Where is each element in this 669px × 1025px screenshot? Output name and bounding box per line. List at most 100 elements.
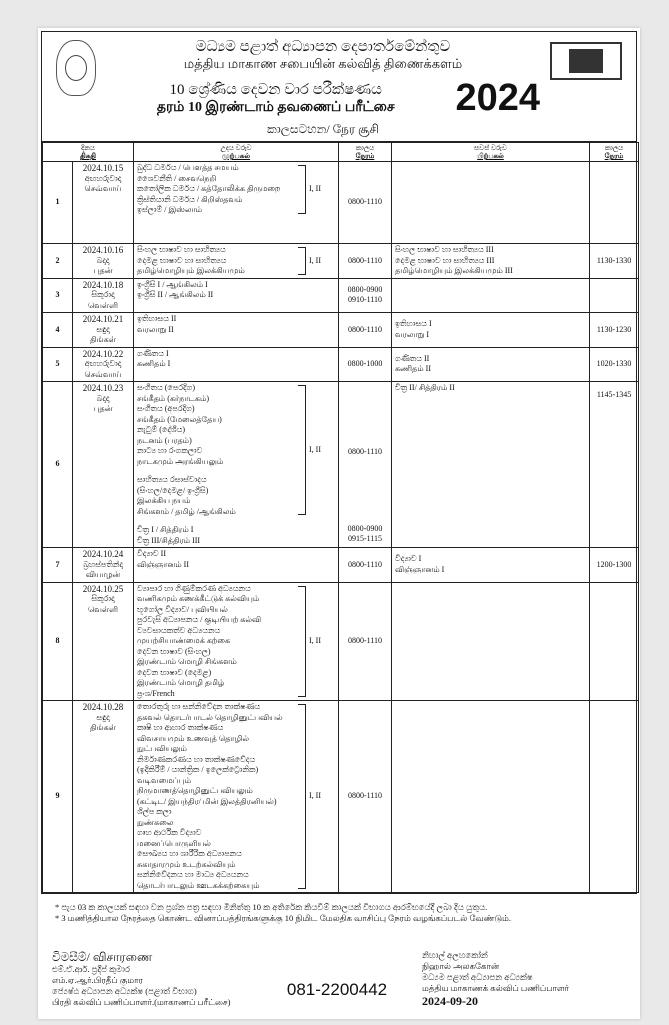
subject-line: ගෘහ ආර්ථික විද්‍යාව <box>137 828 202 837</box>
table-row: 5 2024.10.22 අඟහරුවාදා செவ்வாய் ගණිතය I கணி… <box>42 346 640 382</box>
timetable-subtitle: කාලසටහන/ நேர சூசி <box>267 122 379 136</box>
table-row: 3 2024.10.18 සිකුරාදා வெள்ளி ඉංග්‍රීසි I /… <box>42 277 640 313</box>
time-range: 0800-0900 <box>347 523 383 533</box>
morning-time: 0800-1110 0800-0900 0915-1115 <box>338 381 393 548</box>
exam-date: 2024.10.28 සඳුදා திங்கள் <box>71 700 135 893</box>
exam-date: 2024.10.23 බදාදා புதன் <box>71 381 135 548</box>
date-value: 2024.10.24 <box>82 549 124 559</box>
morning-time: 0800-1000 <box>338 346 393 382</box>
subject-line: ප්‍රංශ/French <box>137 688 175 698</box>
paper-numbers: I, II <box>309 444 322 454</box>
morning-time: 0800-1110 <box>338 243 393 279</box>
subject-line: கணிதம் I <box>137 359 171 368</box>
date-value: 2024.10.21 <box>82 314 124 324</box>
afternoon-time <box>589 277 640 313</box>
subject-line: ගණිතය I <box>137 348 169 358</box>
table-header-row: දිනය திகதி උදය වරුව முற்பகல் කාලය நேரம் සවස… <box>41 142 640 162</box>
date-value: 2024.10.23 <box>82 383 124 393</box>
subject-line: සෞඛ්‍යය හා ශාරීරික අධ්‍යාපනය <box>137 849 242 858</box>
subject-line: චිත්‍ර I / சித்திரம் I <box>137 525 194 534</box>
column-header-date: දිනය திகதி <box>41 142 135 162</box>
timetable-frame: මධ්‍යම පළාත් අධ්‍යාපන දෙපාර්තමේන්තුව மத்… <box>41 31 640 894</box>
signatory-block: නිහාල් අලහකෝන් நிஹால் அலககோன் මධ්‍යම පළා… <box>422 950 630 1009</box>
column-header-afternoon-time: කාලය நேரம் <box>589 142 640 162</box>
subject-line: தகவல் தொடர்பாடல் தொழினுட்பவியல் <box>137 712 283 722</box>
provincial-flag-logo <box>550 42 622 80</box>
subject-line: දෙවන භාෂාව (සිංහල) <box>137 646 211 656</box>
subject-line: சங்கீதம் (மேலைத்தேய) <box>137 414 222 424</box>
signatory-line: නිහාල් අලහකෝන් <box>422 950 488 960</box>
table-row: 6 2024.10.23 බදාදා புதன் සංගීතය (පෙරදිග) சங… <box>42 381 640 548</box>
subject-line: நுண்கலை <box>137 817 174 827</box>
subject-line: விவசாயமும் உணவுத் தொழில் நுட்பவியலும் <box>137 733 249 754</box>
subject-line: සිංහල භාෂාව හා සාහිත්‍යය III <box>395 245 494 254</box>
subject-line: සන්නිවේදනය හා මාධ්‍ය අධ්‍යයනය <box>137 870 249 879</box>
morning-time: 0800-1110 <box>338 700 393 893</box>
subject-line: விஞ்ஞானம் I <box>395 564 445 574</box>
subject-group: ව්‍යාපාර හා ගිණුම්කරණ අධ්‍යයනය வணிகமும் க… <box>137 584 335 700</box>
exam-date: 2024.10.15 අඟහරුවාදා செவ்வாய் <box>71 161 135 244</box>
inquiries-block: විමසීම්/ விசாரணை එම්.ඒ.ආර්. ප්‍රදීප් කුම… <box>52 950 252 1008</box>
time-range: 0910-1110 <box>347 295 383 305</box>
afternoon-subjects <box>391 700 591 893</box>
date-value: 2024.10.16 <box>82 245 124 255</box>
subject-line: தமிழ்மொழியும் இலக்கியமும் <box>137 266 245 275</box>
issue-date: 2024-09-20 <box>422 994 478 1008</box>
subject-line: බුද්ධ ධර්මය / பௌத்த சமயம் <box>137 163 239 172</box>
exam-title-sinhala: 10 ශ්‍රේණිය දෙවන වාර පරීක්ෂණය <box>169 81 382 98</box>
row-number: 8 <box>42 581 73 701</box>
subject-line: விஞ்ஞானம் II <box>137 559 190 569</box>
time-range: 0800-1110 <box>347 559 383 569</box>
subject-line: චිත්‍ර II/ சித்திரம் II <box>395 383 455 392</box>
row-number: 9 <box>42 700 73 893</box>
subject-line: චිත්‍ර III/சித்திரம் III <box>137 535 201 545</box>
subject-line: නාට්‍ය හා රංගකලාව <box>137 446 203 455</box>
row-number: 2 <box>42 243 73 279</box>
exam-date: 2024.10.21 සඳුදා திங்கள் <box>71 312 135 348</box>
afternoon-subjects: ඉතිහාසය I வரலாறு I <box>391 312 591 348</box>
afternoon-subjects: ගණිතය II கணிதம் II <box>391 346 591 382</box>
footer: විමසීම්/ விசாரணை එම්.ඒ.ආර්. ප්‍රදීප් කුම… <box>52 950 630 1009</box>
time-range: 0800-1110 <box>347 255 383 265</box>
time-range: 0800-1110 <box>347 447 383 456</box>
row-number: 1 <box>42 161 73 244</box>
subject-line: භූගෝල විද්‍යාව/ புவியியல் <box>137 604 228 614</box>
signatory-line: மத்திய மாகாணக் கல்விப் பணிப்பாளர் <box>422 983 570 993</box>
subject-line: ඉංග්‍රීසි II / ஆங்கிலம் II <box>137 290 214 299</box>
afternoon-time: 1020-1330 <box>589 346 640 382</box>
subject-list: තොරතුරු හා සන්නිවේදන තාක්ෂණය தகவல் தொடர்ப… <box>137 702 298 891</box>
afternoon-subjects: සිංහල භාෂාව හා සාහිත්‍යය III දෙමළ භාෂාව හ… <box>391 243 591 279</box>
subject-group: සිංහල භාෂාව හා සාහිත්‍යය දෙමළ භාෂාව හා සා… <box>137 245 335 277</box>
afternoon-subjects: චිත්‍ර II/ சித்திரம் II <box>391 381 591 548</box>
afternoon-time <box>589 161 640 244</box>
exam-date: 2024.10.24 බ්‍රහස්පතින්දා வியாழன் <box>71 547 135 583</box>
subject-line: நாடகமும் அரங்கியலும் <box>137 456 224 466</box>
weekday-tamil: வெள்ளி <box>88 604 118 614</box>
date-value: 2024.10.18 <box>82 279 124 290</box>
weekday-sinhala: බදාදා <box>96 393 110 403</box>
subject-line: இரண்டாம் மொழி தமிழ் <box>137 678 225 687</box>
paper-numbers: I, II <box>309 636 322 645</box>
subject-line: ශිල්ප කලා <box>137 807 172 816</box>
row-number: 7 <box>42 547 73 583</box>
spacer <box>137 517 335 525</box>
spacer <box>137 467 298 475</box>
exam-title-block: 10 ශ්‍රේණිය දෙවන වාර පරීක්ෂණය தரம் 10 இர… <box>106 78 540 118</box>
subject-line: சங்கீதம் (கர்நாடகம்) <box>137 393 210 403</box>
subject-list: සංගීතය (පෙරදිග) சங்கீதம் (கர்நாடகம்) සංගීත… <box>137 383 298 517</box>
subject-list: ව්‍යාපාර හා ගිණුම්කරණ අධ්‍යයනය வணிகமும் க… <box>137 584 298 700</box>
weekday-tamil: வியாழன் <box>85 570 121 579</box>
subject-group: බුද්ධ ධර්මය / பௌத்த சமயம் ශෛවනීති / சைவநெ… <box>137 163 335 216</box>
morning-time: 0800-1110 <box>338 581 393 701</box>
subject-line: දෙවන භාෂාව (දෙමළ) <box>137 667 212 677</box>
time-range: 0800-1110 <box>347 791 383 801</box>
subject-line: කතෝලික ධර්මය / கத்தோலிக்க திருமறை <box>137 184 281 193</box>
signatory-line: நிஹால் அலககோன் <box>422 961 500 971</box>
morning-subjects: සිංහල භාෂාව හා සාහිත්‍යය දෙමළ භාෂාව හා සා… <box>133 243 340 279</box>
subject-line: இரண்டாம் மொழி சிங்களம் <box>137 657 237 666</box>
weekday-tamil: வெள்ளி <box>88 300 118 310</box>
morning-subjects: බුද්ධ ධර්මය / பௌத்த சமயம் ශෛවනීති / சைவநெ… <box>133 161 340 244</box>
subject-line: தொடர்பாடலும் ஊடகக்கற்கையும் <box>137 880 260 890</box>
subject-line: தமிழ்மொழியும் இலக்கியமும் III <box>395 266 513 275</box>
subject-group: තොරතුරු හා සන්නිවේදන තාක්ෂණය தகவல் தொடர்ப… <box>137 702 335 891</box>
